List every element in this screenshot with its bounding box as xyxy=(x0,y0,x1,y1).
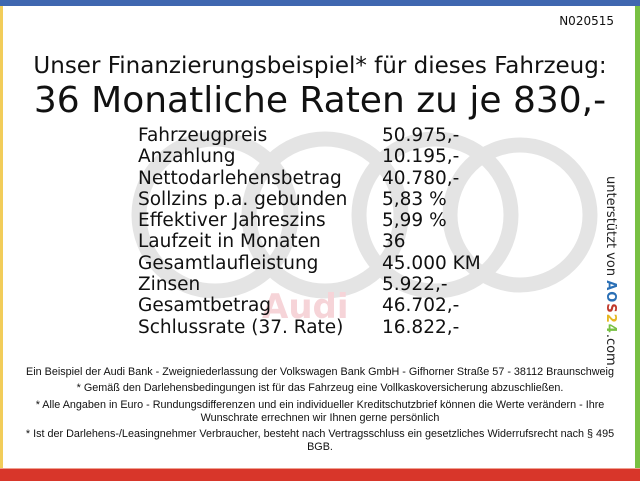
border-bottom xyxy=(0,468,640,481)
aos24-logo: AOS24 xyxy=(603,280,618,334)
table-row: Nettodarlehensbetrag 40.780,- xyxy=(138,168,478,189)
row-value: 5,99 % xyxy=(382,210,447,232)
border-right xyxy=(635,6,640,468)
border-top xyxy=(0,0,640,6)
supported-by-label: unterstützt von AOS24.com xyxy=(603,176,618,366)
row-label: Effektiver Jahreszins xyxy=(138,210,326,232)
row-label: Nettodarlehensbetrag xyxy=(138,167,342,189)
table-row: Anzahlung 10.195,- xyxy=(138,146,478,167)
row-label: Zinsen xyxy=(138,274,201,296)
row-label: Fahrzeugpreis xyxy=(138,125,268,146)
table-row: Fahrzeugpreis 50.975,- xyxy=(138,125,478,146)
table-row: Effektiver Jahreszins 5,99 % xyxy=(138,210,478,231)
footnote-withdrawal: * Ist der Darlehens-/Leasingnehmer Verbr… xyxy=(25,428,615,454)
table-row: Laufzeit in Monaten 36 xyxy=(138,231,478,252)
finance-table: Fahrzeugpreis 50.975,- Anzahlung 10.195,- … xyxy=(138,125,481,338)
monthly-rate-title: 36 Monatliche Raten zu je 830,- xyxy=(33,80,607,121)
row-value: 16.822,- xyxy=(382,316,460,338)
table-row: Zinsen 5.922,- xyxy=(138,274,478,295)
supported-by-suffix: .com xyxy=(603,333,618,366)
footnote-insurance: * Gemäß den Darlehensbedingungen ist für… xyxy=(76,382,564,395)
row-label: Gesamtlaufleistung xyxy=(138,252,319,274)
footnotes: Ein Beispiel der Audi Bank - Zweignieder… xyxy=(20,366,620,458)
audi-watermark-text: Audi xyxy=(262,287,349,327)
row-value: 5.922,- xyxy=(382,274,448,296)
row-label: Schlussrate (37. Rate) xyxy=(138,316,344,338)
row-value: 45.000 KM xyxy=(382,252,481,274)
row-label: Anzahlung xyxy=(138,146,236,168)
row-value: 50.975,- xyxy=(382,125,460,146)
row-value: 5,83 % xyxy=(382,188,447,210)
table-row: Schlussrate (37. Rate) 16.822,- xyxy=(138,317,478,338)
row-value: 46.702,- xyxy=(382,295,460,317)
footnote-currency: * Alle Angaben in Euro - Rundungsdiffere… xyxy=(35,398,605,424)
row-label: Sollzins p.a. gebunden xyxy=(138,188,348,210)
offer-code: N020515 xyxy=(559,14,614,28)
row-label: Gesamtbetrag xyxy=(138,295,272,317)
row-value: 10.195,- xyxy=(382,146,460,168)
footnote-bank: Ein Beispiel der Audi Bank - Zweignieder… xyxy=(26,366,614,378)
row-value: 36 xyxy=(382,231,406,253)
row-value: 40.780,- xyxy=(382,167,460,189)
table-row: Gesamtbetrag 46.702,- xyxy=(138,295,478,316)
table-row: Sollzins p.a. gebunden 5,83 % xyxy=(138,189,478,210)
border-left xyxy=(0,6,3,468)
supported-by-text: unterstützt von xyxy=(603,176,618,277)
headline: Unser Finanzierungsbeispiel* für dieses … xyxy=(33,53,607,79)
table-row: Gesamtlaufleistung 45.000 KM xyxy=(138,252,481,274)
row-label: Laufzeit in Monaten xyxy=(138,231,321,253)
